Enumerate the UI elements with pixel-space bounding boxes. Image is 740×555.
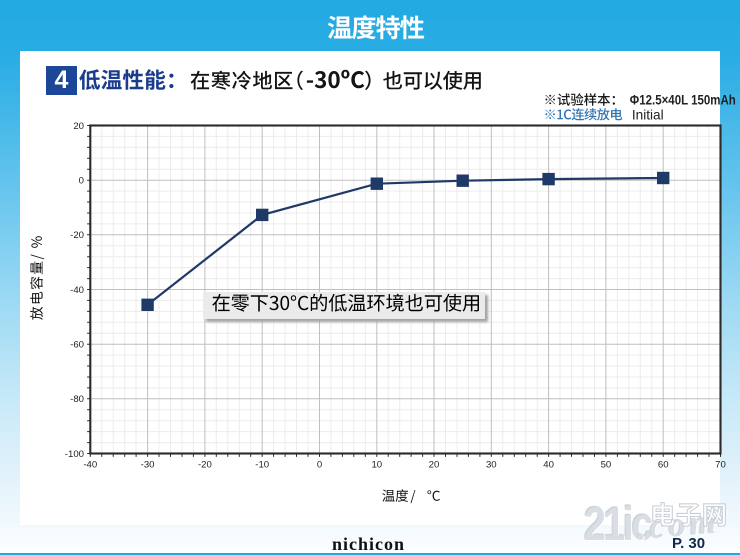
svg-text:20: 20 xyxy=(429,460,440,471)
svg-text:Initial: Initial xyxy=(632,107,664,122)
svg-text:-20: -20 xyxy=(198,460,212,471)
svg-text:-30: -30 xyxy=(141,460,155,471)
svg-text:-40: -40 xyxy=(70,285,84,296)
svg-text:-10: -10 xyxy=(255,460,269,471)
svg-text:20: 20 xyxy=(73,121,84,132)
svg-text:-100: -100 xyxy=(65,449,84,460)
svg-text:50: 50 xyxy=(601,460,612,471)
svg-text:0: 0 xyxy=(317,460,322,471)
svg-text:-80: -80 xyxy=(70,394,84,405)
svg-text:-20: -20 xyxy=(70,230,84,241)
svg-text:-60: -60 xyxy=(70,340,84,351)
svg-text:-40: -40 xyxy=(83,460,97,471)
svg-text:30: 30 xyxy=(486,460,497,471)
svg-text:0: 0 xyxy=(79,176,84,187)
svg-text:40: 40 xyxy=(543,460,554,471)
svg-text:60: 60 xyxy=(658,460,669,471)
svg-text:Φ12.5×40L 150mAh: Φ12.5×40L 150mAh xyxy=(630,93,736,108)
svg-text:70: 70 xyxy=(715,460,726,471)
svg-text:10: 10 xyxy=(371,460,382,471)
